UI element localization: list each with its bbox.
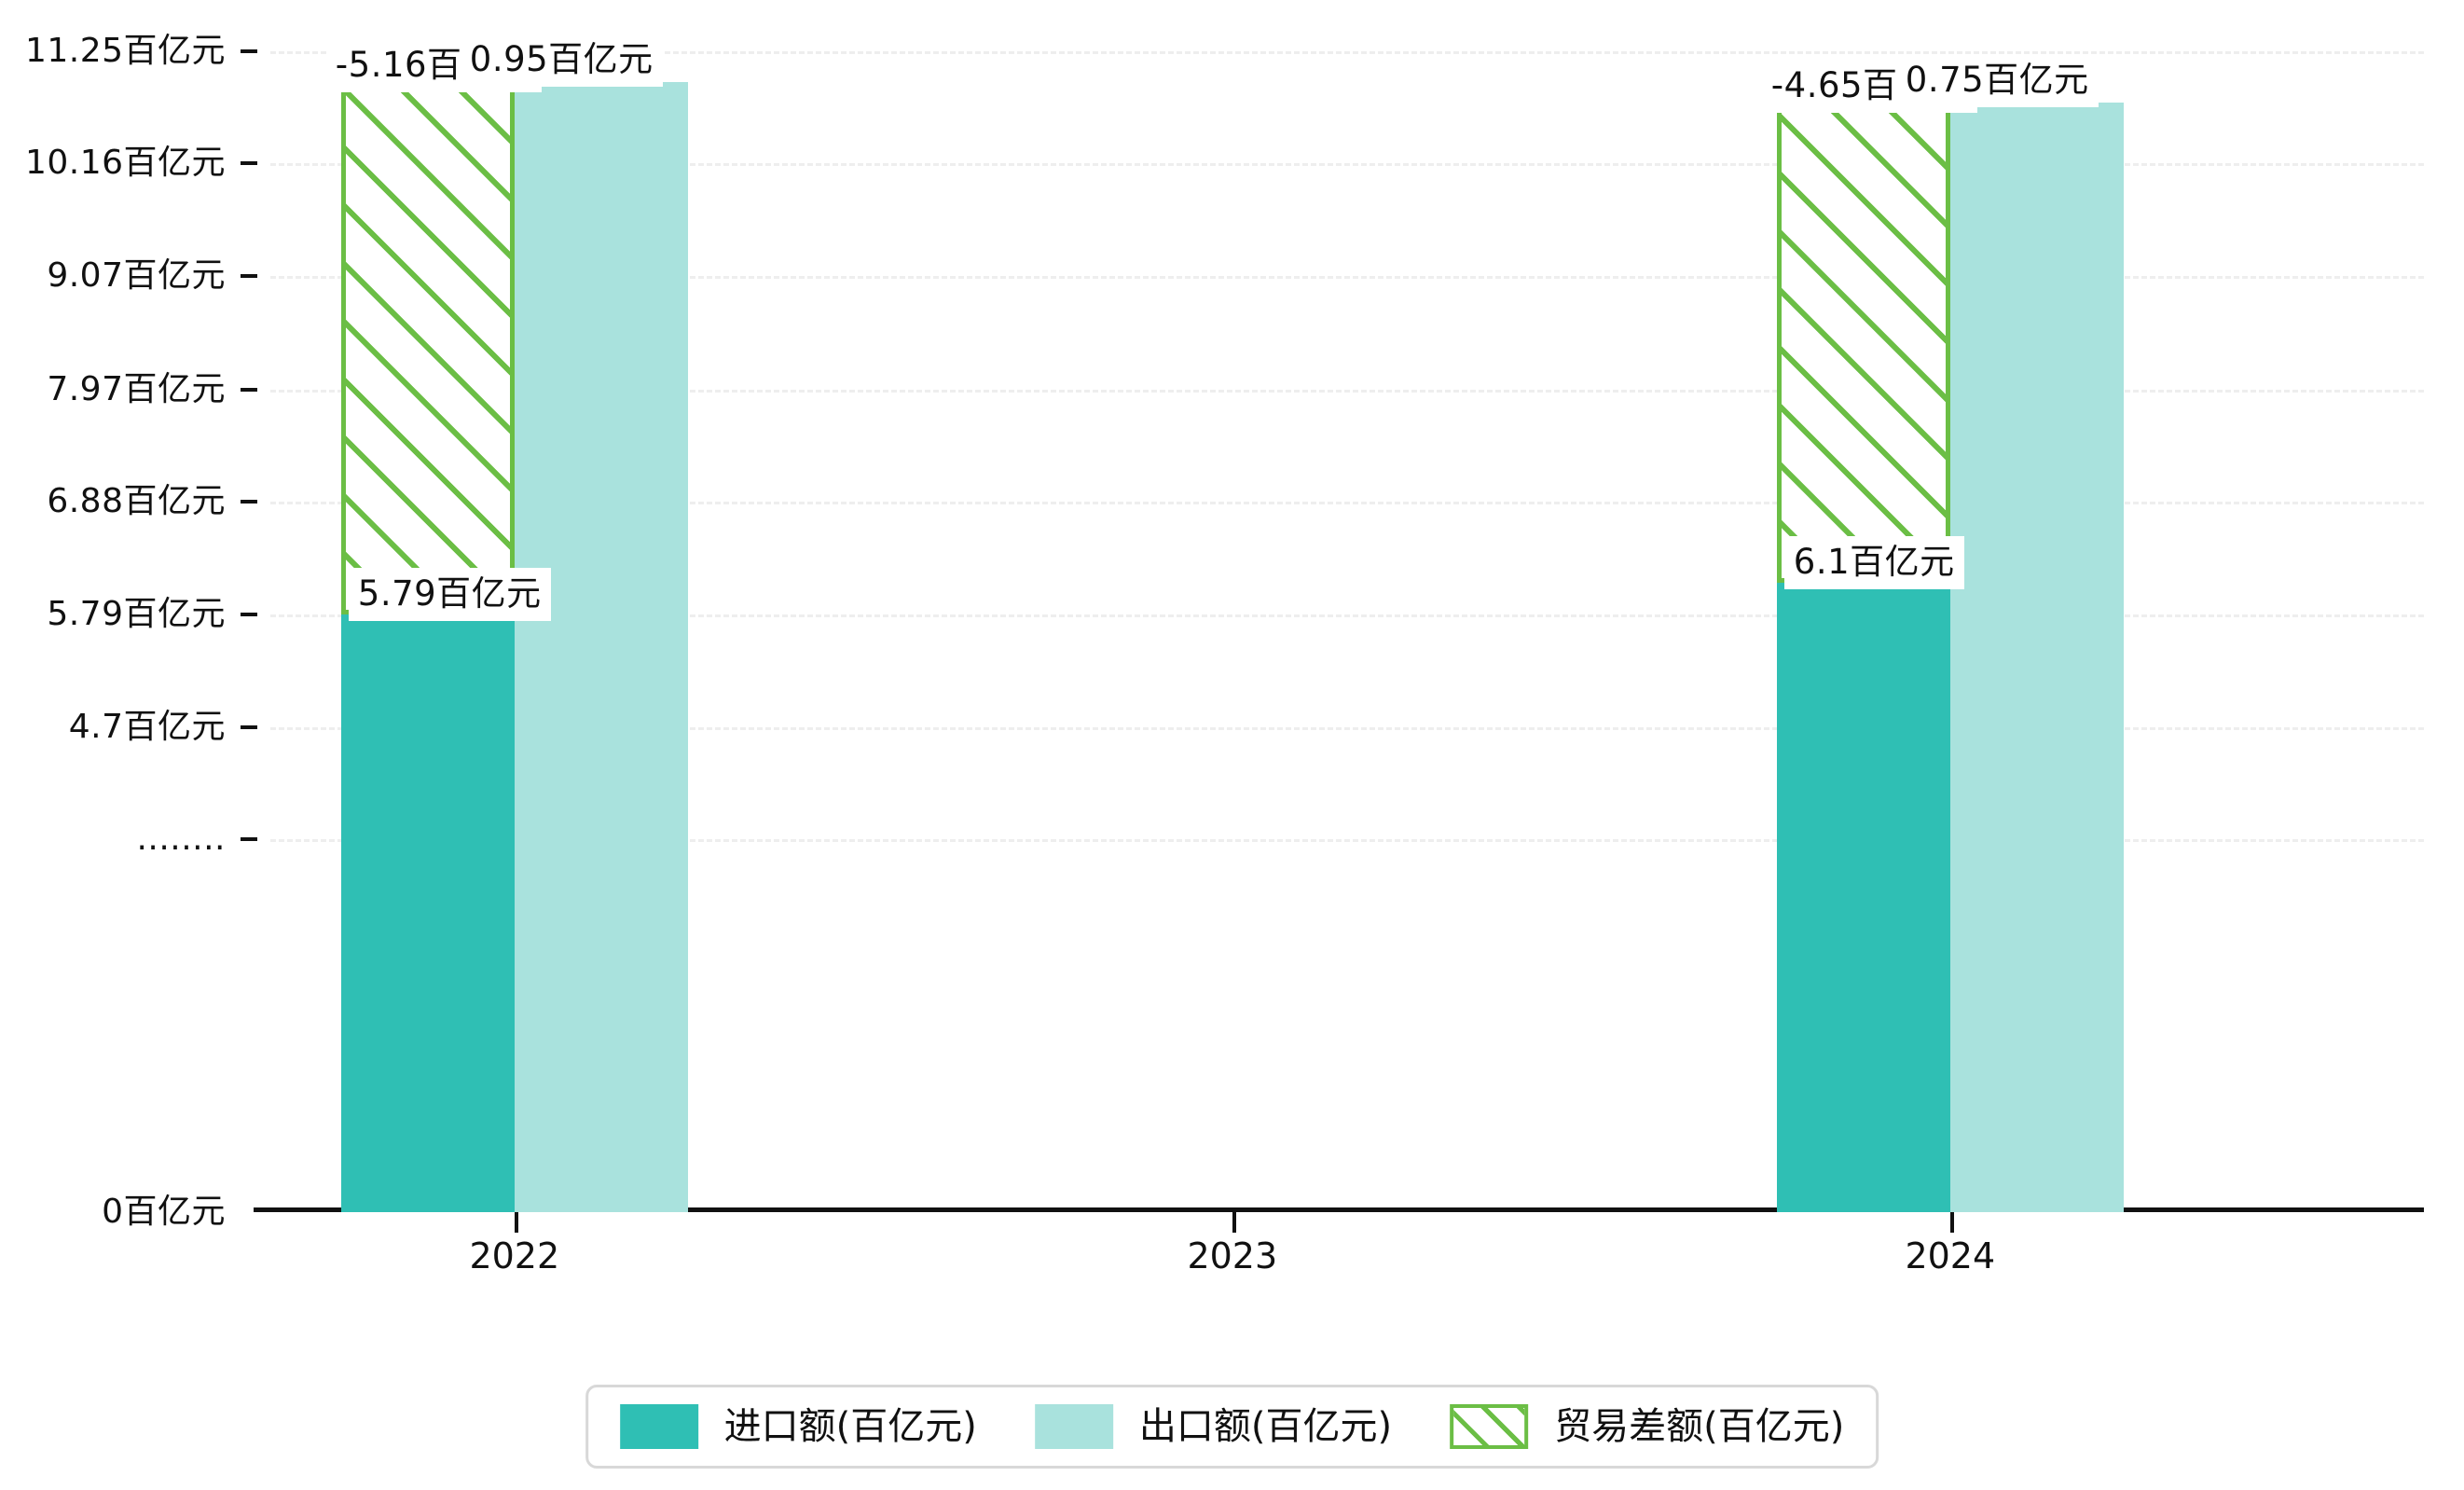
y-axis-tick-mark — [241, 613, 257, 617]
y-axis-tick-label: 10.16百亿元 — [24, 144, 226, 183]
bar-import[interactable] — [340, 614, 515, 1212]
legend-swatch-icon — [1034, 1404, 1113, 1449]
legend-label: 出口额(百亿元) — [1138, 1405, 1393, 1448]
legend-swatch-icon — [1450, 1404, 1529, 1449]
y-axis-tick-label: 5.79百亿元 — [47, 595, 226, 634]
gridline — [270, 614, 2424, 618]
y-axis-tick-label: ........ — [136, 820, 226, 859]
bar-label-export: 0.95百亿元 — [460, 33, 663, 87]
legend-label: 贸易差额(百亿元) — [1554, 1405, 1845, 1448]
y-axis-tick-mark — [241, 387, 257, 392]
plot-area: -5.16百亿元 0.95百亿元 5.79百亿元 -4.65百亿元 0.75百亿元 6.1… — [254, 33, 2424, 1212]
gridline — [270, 502, 2424, 505]
legend-item[interactable]: 出口额(百亿元) — [1034, 1404, 1393, 1449]
gridline — [270, 389, 2424, 393]
legend-item[interactable]: 进口额(百亿元) — [619, 1404, 977, 1449]
legend-item[interactable]: 贸易差额(百亿元) — [1450, 1404, 1844, 1449]
y-axis-tick-mark — [241, 48, 257, 53]
x-axis-baseline — [254, 1207, 2424, 1212]
x-axis-tick-label: 2023 — [1187, 1235, 1278, 1276]
y-axis-tick-label: 6.88百亿元 — [47, 482, 226, 521]
gridline — [270, 839, 2424, 843]
x-axis-tick-label: 2022 — [469, 1235, 560, 1276]
legend-label: 进口额(百亿元) — [723, 1405, 977, 1448]
bar-label-import: 6.1百亿元 — [1783, 535, 1964, 589]
y-axis-tick-label: 4.7百亿元 — [68, 707, 226, 746]
bar-export[interactable] — [514, 81, 688, 1212]
x-axis-tick-label: 2024 — [1905, 1235, 1996, 1276]
y-axis-tick-label: 0百亿元 — [102, 1193, 226, 1231]
bar-label-export: 0.75百亿元 — [1895, 53, 2099, 107]
bar-export[interactable] — [1949, 102, 2124, 1212]
legend: 进口额(百亿元) 出口额(百亿元) 贸易差额(百亿元) — [585, 1385, 1879, 1469]
x-axis-tick-mark — [514, 1212, 518, 1233]
gridline — [270, 50, 2424, 54]
bar-label-import: 5.79百亿元 — [348, 568, 551, 622]
y-axis-tick-label: 7.97百亿元 — [47, 369, 226, 408]
gridline — [270, 275, 2424, 279]
bar-group: -4.65百亿元 0.75百亿元 6.1百亿元 — [988, 35, 2124, 1212]
y-axis-tick-label: 9.07百亿元 — [47, 255, 226, 295]
legend-swatch-icon — [619, 1404, 698, 1449]
bar-trade-balance[interactable] — [340, 81, 515, 615]
gridline — [270, 726, 2424, 730]
y-axis-tick-mark — [241, 161, 257, 166]
x-axis: 2022 2023 2024 — [270, 1212, 2424, 1315]
y-axis-tick-mark — [241, 500, 257, 504]
x-axis-tick-mark — [1232, 1212, 1236, 1233]
y-axis-tick-mark — [241, 273, 257, 278]
bar-group: -5.16百亿元 0.95百亿元 5.79百亿元 — [270, 33, 988, 1212]
gridline — [270, 163, 2424, 167]
bar-import[interactable] — [1776, 582, 1950, 1212]
y-axis-tick-mark — [241, 837, 257, 842]
y-axis-tick-mark — [241, 724, 257, 729]
bar-group: -5.11百亿元.25百亿元6.14百亿元 — [1706, 35, 2424, 1212]
y-axis: 11.25百亿元 10.16百亿元 9.07百亿元 7.97百亿元 6.88百亿元 5.7… — [0, 0, 270, 1240]
bar-trade-balance[interactable] — [1776, 102, 1950, 583]
x-axis-tick-mark — [1949, 1212, 1954, 1233]
y-axis-tick-label: 11.25百亿元 — [24, 31, 226, 70]
